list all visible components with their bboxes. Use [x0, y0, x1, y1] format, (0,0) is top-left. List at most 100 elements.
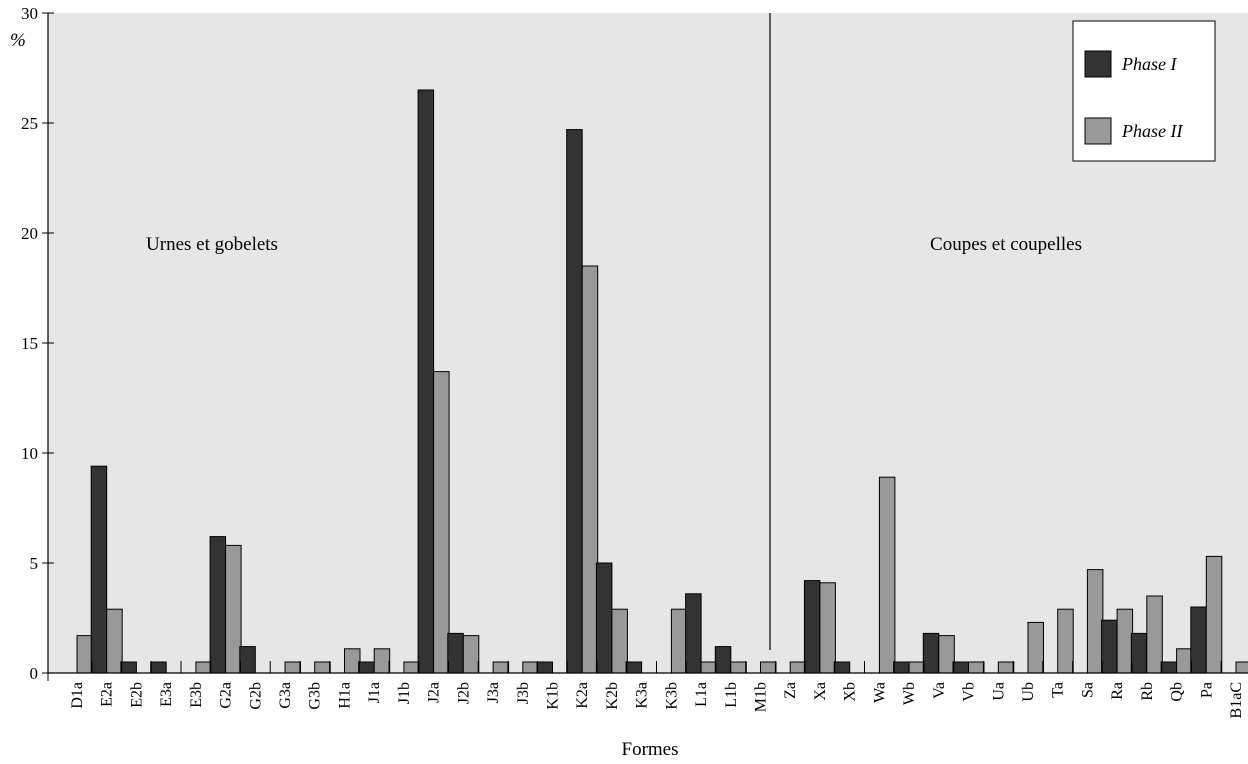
bar-phase2-wa: [878, 476, 896, 674]
y-tick-label-10: 10: [21, 444, 38, 463]
legend-swatch-phase1: [1084, 50, 1112, 78]
x-tick-label-b1ac: B1aC: [1228, 682, 1245, 718]
x-tick-label-ta: Ta: [1050, 682, 1067, 698]
bar-phase1-j1a: [358, 661, 375, 674]
bar-phase2-qb: [1176, 648, 1193, 674]
bar-phase2-l1b: [730, 661, 747, 674]
bar-phase2-e2a: [106, 608, 123, 674]
x-tick-label-m1b: M1b: [753, 682, 770, 712]
bar-phase2-ra: [1116, 608, 1134, 674]
bar-phase1-k2a: [566, 129, 583, 674]
bar-phase2-j3b: [522, 661, 539, 674]
x-tick-label-za: Za: [782, 682, 799, 699]
bar-phase1-l1b: [714, 646, 732, 674]
bar-phase1-j2b: [447, 632, 464, 674]
bar-phase2-sa: [1086, 569, 1104, 674]
x-tick-label-qb: Qb: [1169, 682, 1186, 702]
x-tick-label-j3a: J3a: [485, 682, 502, 703]
bar-phase2-xa: [819, 582, 836, 674]
bar-phase2-k2a: [581, 265, 599, 674]
bar-phase1-j2a: [417, 89, 435, 674]
bar-phase2-vb: [968, 661, 985, 674]
legend-label-phase1: Phase I: [1121, 54, 1177, 74]
x-tick-label-j1b: J1b: [396, 682, 413, 704]
x-tick-label-vb: Vb: [961, 682, 978, 702]
y-tick-label-25: 25: [21, 114, 38, 133]
bar-phase2-g3b: [314, 661, 331, 674]
x-tick-label-k1b: K1b: [545, 682, 562, 710]
y-axis-label: %: [10, 30, 26, 51]
bar-phase2-ta: [1057, 608, 1074, 674]
x-tick-label-g3b: G3b: [307, 682, 324, 710]
bar-phase1-e3a: [150, 661, 167, 674]
axes-group: [42, 12, 1248, 681]
bar-phase2-pa: [1205, 555, 1223, 674]
y-tick-label-30: 30: [21, 4, 38, 23]
annotation-coupes: Coupes et coupelles: [930, 234, 1082, 255]
bar-phase2-j2b: [462, 635, 480, 674]
bar-phase2-va: [938, 635, 955, 674]
x-tick-label-xa: Xa: [812, 682, 829, 701]
bar-phase1-e2b: [120, 661, 137, 674]
bar-phase1-xb: [833, 661, 851, 674]
x-tick-label-pa: Pa: [1198, 682, 1215, 698]
bar-phase1-qb: [1160, 661, 1178, 674]
x-tick-label-h1a: H1a: [337, 682, 354, 709]
x-axis-label: Formes: [622, 739, 679, 760]
x-tick-label-wa: Wa: [871, 682, 888, 703]
x-tick-label-e2a: E2a: [99, 682, 116, 707]
legend-swatch-phase2: [1084, 117, 1112, 145]
bar-phase2-g2a: [225, 544, 242, 674]
bar-phase2-ub: [1027, 621, 1044, 674]
bar-phase1-pa: [1190, 606, 1207, 674]
bar-phase2-j1a: [373, 648, 391, 674]
x-tick-label-g3a: G3a: [277, 682, 294, 709]
x-tick-label-g2b: G2b: [247, 682, 264, 710]
legend-label-phase2: Phase II: [1121, 121, 1183, 141]
bar-phase1-g2a: [209, 536, 227, 674]
x-tick-label-k2b: K2b: [604, 682, 621, 710]
x-tick-label-j2a: J2a: [426, 682, 443, 703]
bar-phase2-e3b: [195, 661, 212, 674]
x-tick-label-e3a: E3a: [158, 682, 175, 707]
bar-phase2-h1a: [344, 648, 361, 674]
x-tick-label-j1a: J1a: [366, 682, 383, 703]
y-tick-label-15: 15: [21, 334, 38, 353]
x-tick-label-l1a: L1a: [693, 682, 710, 707]
x-tick-label-d1a: D1a: [69, 682, 86, 709]
bar-phase2-g3a: [284, 661, 301, 674]
x-tick-label-k3a: K3a: [634, 682, 651, 709]
bar-phase2-rb: [1146, 595, 1163, 674]
bar-phase2-k3b: [670, 608, 688, 674]
x-tick-label-k2a: K2a: [574, 682, 591, 709]
bar-phase1-k3a: [625, 661, 643, 674]
bar-phase2-j2a: [433, 371, 450, 674]
x-tick-label-j2b: J2b: [455, 682, 472, 704]
bar-phase1-rb: [1130, 632, 1148, 674]
legend: Phase I Phase II: [1072, 20, 1216, 162]
x-tick-label-sa: Sa: [1079, 682, 1096, 698]
bar-phase1-ra: [1101, 619, 1118, 674]
x-tick-label-wb: Wb: [901, 682, 918, 705]
x-tick-label-va: Va: [931, 682, 948, 699]
x-tick-labels: D1a E2a E2b E3a E3b G2a G2b G3a G3b H1a J1a J1b J2a J…: [69, 682, 1245, 718]
bar-phase1-k2b: [595, 562, 613, 674]
x-tick-label-l1b: L1b: [723, 682, 740, 708]
annotation-urnes: Urnes et gobelets: [146, 234, 278, 255]
bar-phase2-ua: [997, 661, 1015, 674]
bar-phase2-wb: [908, 661, 926, 674]
bar-phase1-l1a: [685, 593, 702, 674]
bar-phase1-e2a: [90, 465, 108, 674]
x-tick-label-e2b: E2b: [128, 682, 145, 708]
x-tick-label-ub: Ub: [1020, 682, 1037, 702]
y-tick-label-20: 20: [21, 224, 38, 243]
bar-phase2-j3a: [492, 661, 510, 674]
bar-phase2-za: [789, 661, 807, 674]
bar-phase2-j1b: [403, 661, 420, 674]
x-tick-label-k3b: K3b: [663, 682, 680, 710]
x-tick-label-rb: Rb: [1139, 682, 1156, 701]
bar-phase2-d1a: [76, 635, 93, 674]
bar-phase1-va: [922, 632, 940, 674]
bar-phase2-k2b: [611, 608, 628, 674]
